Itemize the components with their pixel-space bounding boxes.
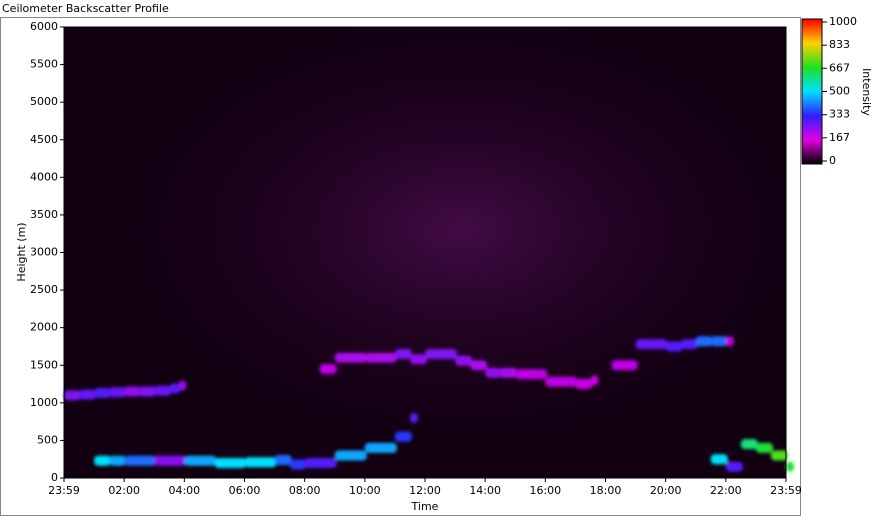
x-tick-label: 22:00: [710, 484, 742, 497]
backscatter-cell: [680, 339, 698, 350]
y-tick-label: 3000: [30, 246, 58, 259]
y-axis-label: Height (m): [15, 222, 28, 281]
colorbar-tick-label: 833: [829, 38, 850, 51]
backscatter-cell: [590, 375, 599, 386]
backscatter-cell: [409, 412, 418, 423]
backscatter-cell: [334, 352, 367, 363]
backscatter-cell: [575, 379, 593, 390]
backscatter-cell: [124, 455, 157, 466]
colorbar-tick-label: 167: [829, 131, 850, 144]
backscatter-cell: [665, 341, 683, 352]
y-tick-label: 4500: [30, 133, 58, 146]
colorbar-tick-label: 500: [829, 85, 850, 98]
backscatter-cell: [154, 455, 187, 466]
backscatter-cell: [485, 367, 503, 378]
y-tick-label: 2500: [30, 283, 58, 296]
x-axis-label: Time: [411, 500, 439, 513]
y-tick-label: 1500: [30, 358, 58, 371]
backscatter-cell: [725, 336, 734, 347]
backscatter-cell: [770, 450, 788, 461]
plot-haze: [64, 27, 786, 478]
backscatter-cell: [109, 387, 127, 398]
y-tick-label: 1000: [30, 396, 58, 409]
backscatter-cell: [109, 455, 127, 466]
backscatter-cell: [786, 461, 794, 472]
x-tick-label: 06:00: [229, 484, 261, 497]
backscatter-cell: [394, 348, 412, 359]
x-tick-label: 23:59: [48, 484, 80, 497]
y-tick-label: 3500: [30, 208, 58, 221]
backscatter-cell: [394, 431, 412, 442]
backscatter-cell: [334, 450, 367, 461]
backscatter-cell: [304, 457, 337, 468]
backscatter-cell: [425, 348, 458, 359]
backscatter-cell: [94, 388, 112, 399]
backscatter-cell: [94, 455, 112, 466]
backscatter-cell: [79, 389, 97, 400]
colorbar-tick-label: 0: [829, 154, 836, 167]
y-tick-label: 5500: [30, 58, 58, 71]
colorbar-tick-label: 333: [829, 108, 850, 121]
plot-border: [63, 26, 787, 479]
y-tick-label: 2000: [30, 321, 58, 334]
plot-frame: [0, 17, 801, 516]
y-tick-label: 4000: [30, 170, 58, 183]
y-tick-label: 6000: [30, 20, 58, 33]
backscatter-cell: [755, 442, 773, 453]
x-tick-label: 12:00: [409, 484, 441, 497]
backscatter-cell: [139, 386, 157, 397]
colorbar: [801, 18, 823, 165]
backscatter-cell: [500, 367, 518, 378]
backscatter-cell: [725, 461, 743, 472]
backscatter-cell: [178, 380, 187, 391]
backscatter-cell: [364, 352, 397, 363]
backscatter-cell: [409, 354, 427, 365]
colorbar-label: Intensity: [860, 68, 873, 116]
backscatter-cell: [710, 454, 728, 465]
x-tick-label: 04:00: [168, 484, 200, 497]
y-tick-label: 500: [37, 433, 58, 446]
x-tick-label: 10:00: [349, 484, 381, 497]
colorbar-tick-label: 667: [829, 61, 850, 74]
backscatter-cell: [611, 360, 638, 371]
backscatter-cell: [184, 455, 217, 466]
colorbar-tick-label: 1000: [829, 15, 857, 28]
backscatter-cell: [169, 383, 181, 394]
y-tick-label: 5000: [30, 95, 58, 108]
x-tick-label: 23:59: [770, 484, 802, 497]
backscatter-cell: [124, 386, 142, 397]
backscatter-layers: [64, 336, 794, 472]
x-tick-label: 14:00: [469, 484, 501, 497]
x-tick-label: 20:00: [650, 484, 682, 497]
backscatter-cell: [214, 457, 247, 468]
y-tick-label: 0: [51, 471, 58, 484]
backscatter-cell: [470, 360, 488, 371]
backscatter-cell: [695, 336, 713, 347]
x-tick-label: 16:00: [529, 484, 561, 497]
backscatter-cell: [710, 336, 728, 347]
backscatter-cell: [545, 376, 578, 387]
backscatter-cell: [364, 442, 397, 453]
backscatter-cell: [455, 355, 473, 366]
backscatter-cell: [244, 457, 277, 468]
x-tick-label: 02:00: [108, 484, 140, 497]
backscatter-cell: [319, 364, 337, 375]
x-tick-label: 18:00: [590, 484, 622, 497]
backscatter-cell: [274, 454, 292, 465]
backscatter-cell: [635, 339, 668, 350]
backscatter-cell: [740, 439, 758, 450]
backscatter-cell: [154, 385, 172, 396]
backscatter-cell: [515, 369, 548, 380]
backscatter-cell: [64, 390, 82, 401]
backscatter-cell: [289, 459, 307, 470]
x-tick-label: 08:00: [289, 484, 321, 497]
chart-title: Ceilometer Backscatter Profile: [2, 2, 169, 15]
